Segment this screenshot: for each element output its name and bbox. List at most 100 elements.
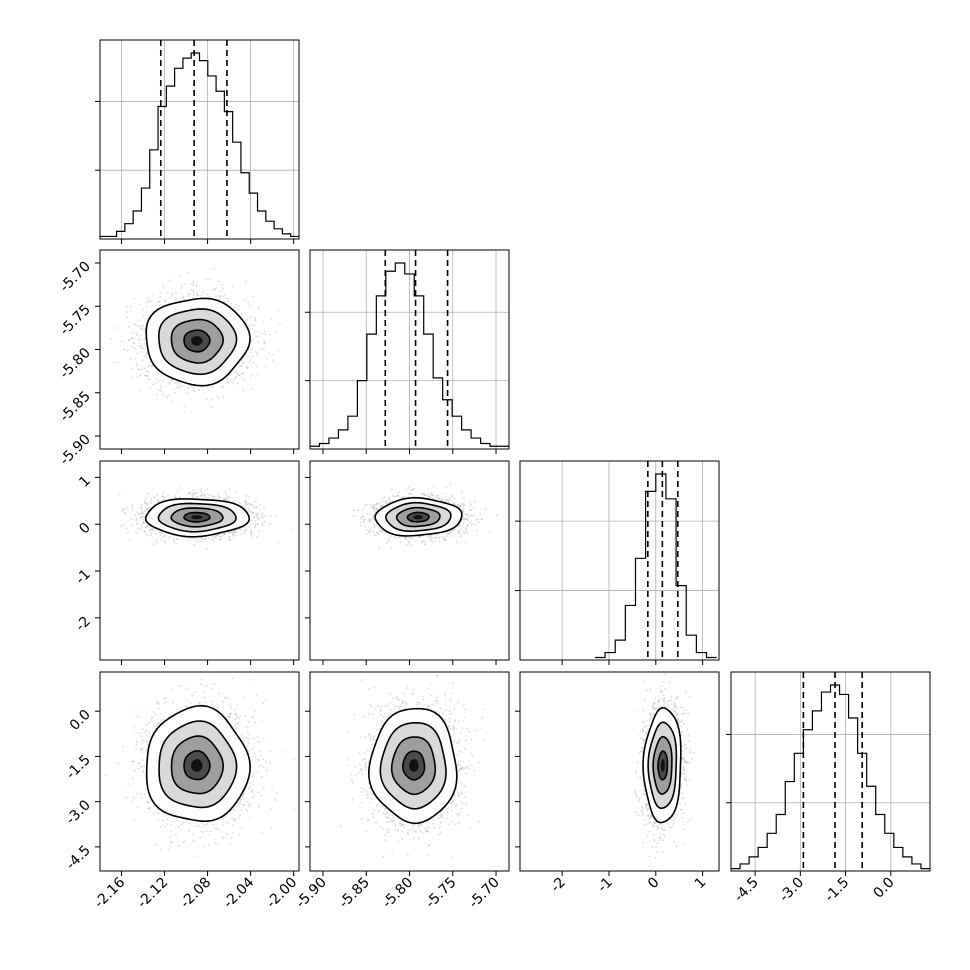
scatter-point <box>180 287 183 289</box>
scatter-point <box>228 538 231 541</box>
scatter-point <box>174 299 177 302</box>
scatter-point <box>183 410 186 412</box>
scatter-point <box>200 494 203 497</box>
marginal-frame-2 <box>519 460 720 661</box>
scatter-point <box>235 370 238 373</box>
scatter-point <box>166 291 169 294</box>
scatter-point <box>236 382 239 385</box>
scatter-point <box>223 300 225 303</box>
scatter-point <box>244 280 247 282</box>
scatter-point <box>228 488 231 490</box>
scatter-point <box>232 285 234 287</box>
scatter-point <box>247 355 250 358</box>
scatter-point <box>134 347 136 350</box>
scatter-point <box>126 527 128 530</box>
scatter-point <box>196 496 199 499</box>
scatter-point <box>131 332 134 334</box>
scatter-point <box>197 495 200 498</box>
scatter-point <box>224 490 227 493</box>
scatter-point <box>147 492 150 495</box>
scatter-point <box>146 366 149 368</box>
scatter-point <box>172 537 175 540</box>
scatter-point <box>192 296 195 299</box>
scatter-point <box>152 293 155 296</box>
scatter-point <box>277 309 280 312</box>
scatter-point <box>159 385 162 388</box>
scatter-point <box>275 515 278 518</box>
scatter-point <box>232 530 235 532</box>
scatter-point <box>263 342 265 345</box>
scatter-point <box>221 386 224 389</box>
scatter-point <box>162 536 164 539</box>
scatter-point <box>133 342 136 345</box>
scatter-point <box>220 539 223 541</box>
scatter-point <box>176 386 179 388</box>
scatter-point <box>126 316 128 319</box>
scatter-point <box>140 506 142 509</box>
scatter-point <box>234 530 236 533</box>
scatter-point <box>163 490 166 493</box>
scatter-point <box>251 533 253 535</box>
scatter-point <box>146 297 149 300</box>
scatter-point <box>148 362 151 364</box>
scatter-point <box>142 315 145 318</box>
scatter-point <box>218 497 221 499</box>
scatter-point <box>130 346 133 348</box>
scatter-point <box>136 363 138 366</box>
scatter-point <box>207 493 210 495</box>
scatter-point <box>223 497 225 500</box>
scatter-point <box>256 330 259 333</box>
scatter-point <box>142 521 144 524</box>
scatter-point <box>155 378 158 380</box>
scatter-point <box>162 496 165 499</box>
scatter-point <box>135 365 138 367</box>
scatter-point <box>172 293 174 296</box>
scatter-point <box>249 522 252 524</box>
scatter-point <box>155 381 158 384</box>
scatter-point <box>143 512 145 514</box>
scatter-point <box>123 524 125 526</box>
scatter-point <box>151 528 154 531</box>
scatter-point <box>155 539 157 542</box>
scatter-point <box>232 371 235 373</box>
scatter-point <box>235 371 238 374</box>
scatter-point <box>141 359 144 361</box>
scatter-point <box>263 330 266 333</box>
scatter-point <box>135 517 138 520</box>
marginal-panel-3 <box>726 671 931 876</box>
scatter-point <box>151 365 154 367</box>
scatter-point <box>256 372 259 375</box>
scatter-point <box>165 395 168 398</box>
scatter-point <box>235 303 237 306</box>
marginal-histogram-0 <box>100 52 299 238</box>
scatter-point <box>255 497 258 500</box>
scatter-point <box>141 513 144 516</box>
scatter-point <box>150 498 153 500</box>
scatter-point <box>201 491 204 494</box>
scatter-point <box>141 527 143 529</box>
scatter-point <box>132 376 134 379</box>
scatter-point <box>217 533 220 536</box>
scatter-point <box>143 374 146 377</box>
scatter-point <box>239 528 242 530</box>
scatter-point <box>237 308 240 311</box>
scatter-point <box>157 529 160 532</box>
scatter-point <box>138 303 141 306</box>
marginal-panel-1 <box>305 249 510 454</box>
scatter-point <box>176 383 179 385</box>
scatter-point <box>224 533 227 535</box>
scatter-point <box>153 543 155 546</box>
scatter-point <box>144 343 146 345</box>
scatter-point <box>136 352 139 355</box>
scatter-point <box>140 327 143 330</box>
scatter-point <box>143 530 146 532</box>
scatter-point <box>135 519 138 522</box>
scatter-point <box>241 389 244 392</box>
scatter-point <box>239 364 242 367</box>
scatter-point <box>149 500 152 503</box>
scatter-point <box>257 306 260 309</box>
scatter-point <box>259 503 261 506</box>
scatter-point <box>130 367 133 370</box>
scatter-point <box>246 367 248 370</box>
scatter-point <box>146 508 149 510</box>
